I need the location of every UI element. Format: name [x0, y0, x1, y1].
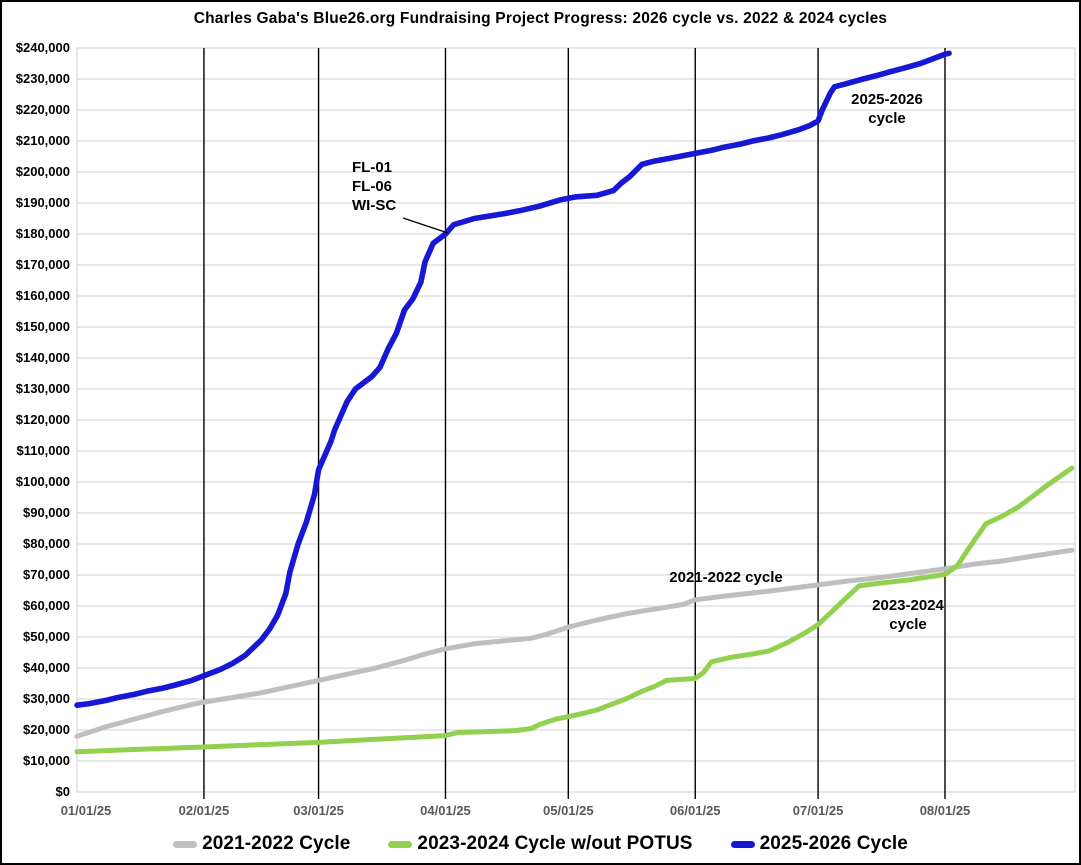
y-tick-label: $240,000	[15, 40, 70, 55]
series-line-2	[74, 50, 952, 709]
y-tick-label: $60,000	[23, 598, 70, 613]
y-tick-label: $220,000	[15, 102, 70, 117]
y-tick-label: $160,000	[15, 288, 70, 303]
y-tick-label: $140,000	[15, 350, 70, 365]
legend-label: 2021-2022 Cycle	[202, 833, 351, 854]
x-tick-label: 06/01/25	[669, 803, 721, 818]
y-tick-label: $110,000	[16, 443, 70, 458]
y-tick-label: $150,000	[15, 319, 70, 334]
y-tick-label: $20,000	[23, 722, 70, 737]
series-line-0	[74, 547, 1075, 739]
series-line-1	[74, 465, 1075, 755]
y-tick-label: $170,000	[15, 257, 70, 272]
y-tick-label: $70,000	[23, 567, 70, 582]
y-tick-label: $100,000	[15, 474, 70, 489]
y-tick-label: $130,000	[15, 381, 70, 396]
y-tick-label: $30,000	[23, 691, 70, 706]
y-tick-label: $90,000	[23, 505, 70, 520]
y-tick-label: $190,000	[15, 195, 70, 210]
y-tick-label: $40,000	[23, 660, 70, 675]
legend-line-swatch	[388, 840, 413, 848]
y-tick-label: $80,000	[23, 536, 70, 551]
y-tick-label: $0	[55, 784, 70, 799]
y-tick-label: $10,000	[23, 753, 70, 768]
legend-item-2: 2025-2026 Cycle	[730, 833, 908, 855]
legend-line-swatch	[173, 840, 198, 848]
y-tick-label: $230,000	[15, 71, 70, 86]
y-tick-label: $210,000	[15, 133, 70, 148]
y-tick-label: $180,000	[15, 226, 70, 241]
x-tick-label: 04/01/25	[420, 803, 471, 818]
callout-fl: FL-01 FL-06 WI-SC	[352, 159, 397, 214]
legend-item-0: 2021-2022 Cycle	[173, 833, 350, 855]
legend-label: 2025-2026 Cycle	[759, 833, 908, 854]
y-tick-label: $200,000	[15, 164, 70, 179]
legend-item-1: 2023-2024 Cycle w/out POTUS	[388, 833, 692, 855]
chart-title: Charles Gaba's Blue26.org Fundraising Pr…	[193, 10, 888, 27]
label-2023-2024-cycle: 2023-2024 cycle	[872, 597, 944, 633]
x-tick-label: 08/01/25	[919, 803, 971, 818]
label-2025-2026-cycle: 2025-2026 cycle	[851, 91, 923, 127]
legend-line-swatch	[730, 840, 755, 848]
legend-label: 2023-2024 Cycle w/out POTUS	[417, 833, 693, 854]
x-tick-label: 03/01/25	[293, 803, 344, 818]
y-tick-label: $50,000	[23, 629, 70, 644]
x-tick-label: 05/01/25	[543, 803, 594, 818]
x-tick-label: 01/01/25	[60, 803, 112, 818]
label-2021-2022-cycle: 2021-2022 cycle	[669, 569, 783, 586]
x-tick-label: 07/01/25	[792, 803, 844, 818]
x-tick-label: 02/01/25	[178, 803, 230, 818]
callout-leader-line	[402, 217, 449, 234]
chart-legend: 2021-2022 Cycle 2023-2024 Cycle w/out POT…	[2, 833, 1079, 855]
y-tick-label: $120,000	[15, 412, 70, 427]
